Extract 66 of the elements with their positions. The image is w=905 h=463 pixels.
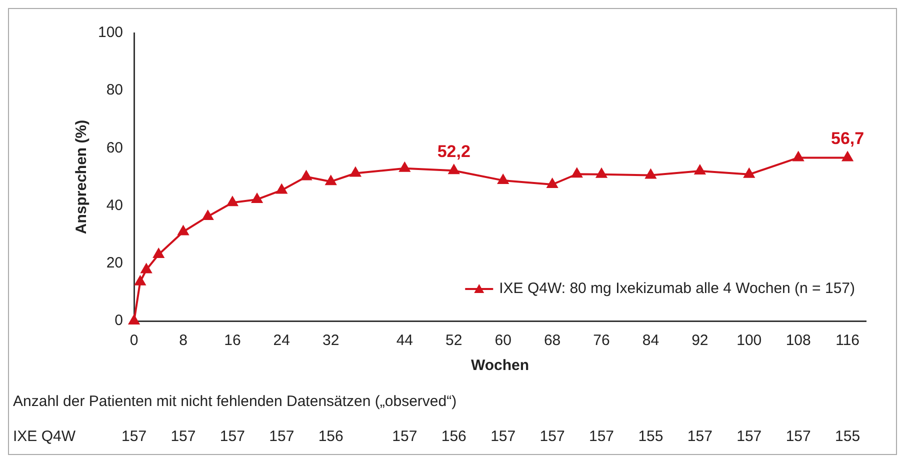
text: 155 [835, 428, 860, 446]
point [744, 168, 754, 178]
point [300, 170, 312, 180]
point [252, 193, 262, 203]
point [276, 184, 287, 194]
y-tick-label: 60 [106, 139, 124, 156]
point [134, 276, 146, 286]
text: 157 [736, 428, 762, 446]
text: 157 [170, 428, 196, 446]
x-tick-label: 84 [642, 332, 660, 350]
point [326, 176, 336, 186]
point [128, 315, 140, 324]
y-tick-label: 40 [106, 196, 124, 214]
point [448, 164, 460, 174]
x-tick-label: 116 [836, 332, 860, 350]
point [178, 226, 189, 236]
text: 157 [588, 428, 614, 446]
x-tick-label: 108 [786, 332, 811, 350]
x-tick-label: 44 [396, 332, 414, 350]
x-tick-label: 16 [224, 332, 241, 350]
x-axis-title: Wochen [470, 357, 530, 374]
text: Anzahl der Patienten mit nicht fehlenden Datensätzen („observed“) [13, 393, 457, 410]
x-tick-label: 32 [322, 332, 340, 350]
data-label: 52,2 [437, 142, 470, 161]
x-tick-label: 60 [494, 332, 512, 350]
text: 157 [122, 428, 147, 446]
y-tick-label: 100 [98, 24, 124, 42]
point [498, 174, 508, 184]
text: 157 [269, 428, 294, 446]
point [793, 152, 804, 162]
data-label: 56,7 [831, 128, 864, 148]
text: 157 [392, 428, 418, 446]
x-tick-label: 68 [544, 332, 561, 350]
legend-label: IXE Q4W: 80 mg Ixekizumab alle 4 Wochen (n = 157) [499, 280, 856, 298]
x-tick-label: 92 [692, 332, 708, 350]
text: 157 [540, 428, 565, 446]
point [694, 164, 706, 174]
text: 156 [318, 428, 344, 446]
point [141, 264, 152, 274]
x-tick-label: 8 [179, 332, 188, 350]
point [645, 169, 656, 179]
point [227, 196, 238, 206]
point [350, 167, 361, 177]
y-tick-label: 80 [106, 82, 124, 99]
point [399, 162, 410, 172]
x-tick-label: 0 [130, 332, 138, 350]
x-tick-label: 52 [446, 332, 462, 350]
text: IXE Q4W [13, 428, 76, 446]
point [842, 152, 853, 162]
x-tick-label: 76 [593, 332, 610, 350]
y-tick-label: 20 [106, 254, 124, 272]
point [202, 210, 214, 220]
text: 156 [441, 428, 466, 446]
text: 157 [220, 428, 245, 446]
y-axis-title: Ansprechen (%) [73, 120, 90, 234]
point [153, 248, 164, 258]
text: 157 [687, 428, 712, 446]
text: 157 [786, 428, 811, 446]
point [546, 178, 558, 188]
x-tick-label: 24 [273, 332, 290, 350]
x-tick-label: 100 [736, 332, 762, 350]
text: 155 [638, 428, 664, 446]
text: 157 [490, 428, 516, 446]
point [572, 168, 582, 178]
point [596, 168, 607, 178]
y-tick-label: 0 [114, 312, 124, 330]
